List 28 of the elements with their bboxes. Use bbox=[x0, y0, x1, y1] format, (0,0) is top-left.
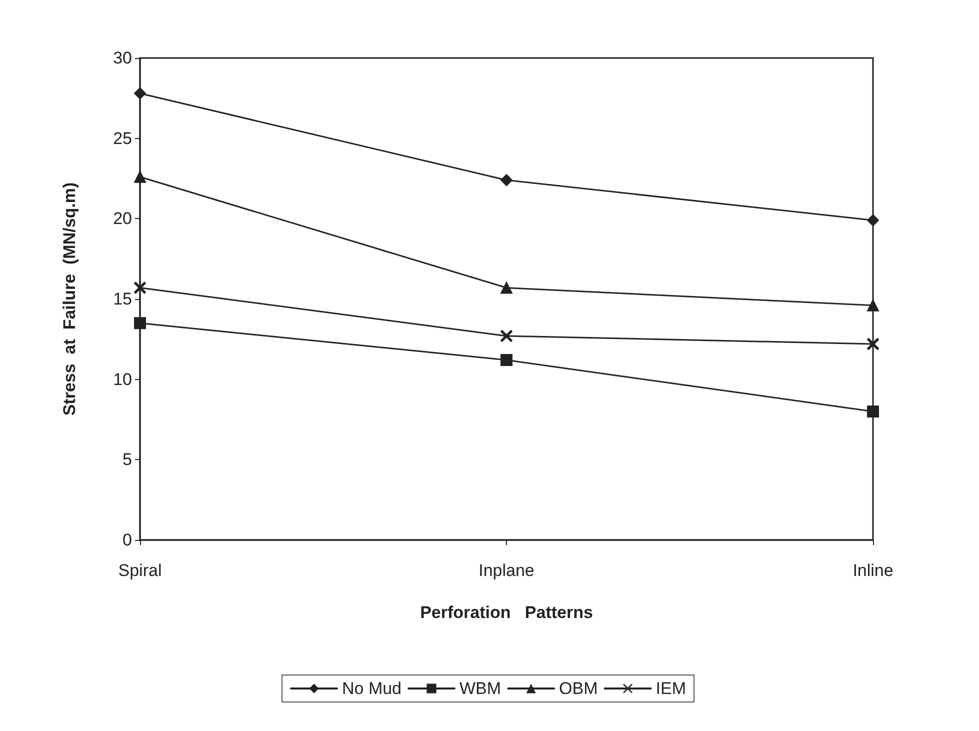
point bbox=[867, 299, 879, 312]
x-tick-label: Inline bbox=[852, 561, 894, 580]
y-tick-label: 15 bbox=[113, 290, 132, 308]
point bbox=[134, 87, 146, 100]
y-tick-label: 0 bbox=[122, 530, 132, 550]
x-tick-label: Spiral bbox=[118, 561, 162, 580]
point bbox=[500, 354, 512, 366]
y-tick-label: 20 bbox=[113, 209, 132, 228]
y-tick-label: 25 bbox=[113, 128, 132, 148]
point bbox=[500, 174, 512, 186]
y-tick-label: 10 bbox=[113, 370, 132, 389]
point bbox=[867, 214, 879, 226]
y-tick-label: 30 bbox=[113, 48, 132, 68]
x-axis-title: Perforation Patterns bbox=[420, 603, 593, 622]
point bbox=[134, 282, 146, 294]
legend-label: OBM bbox=[559, 679, 598, 698]
x-tick-label: Inplane bbox=[478, 561, 534, 580]
legend-label: No Mud bbox=[342, 679, 402, 698]
point bbox=[867, 338, 879, 350]
point bbox=[500, 282, 512, 294]
point bbox=[500, 330, 512, 342]
y-tick-label: 5 bbox=[122, 450, 132, 470]
point bbox=[134, 317, 146, 330]
point bbox=[867, 405, 879, 418]
legend-label: IEM bbox=[656, 679, 686, 698]
y-axis-title: Stress at Failure (MN/sq.m) bbox=[60, 182, 79, 416]
legend-label: WBM bbox=[460, 679, 502, 698]
point bbox=[134, 170, 146, 183]
